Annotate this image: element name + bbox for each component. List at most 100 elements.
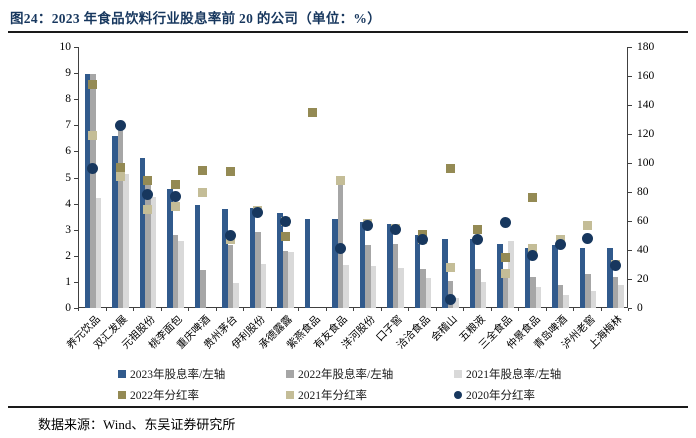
plot-area <box>78 47 628 308</box>
x-axis-tick <box>628 308 629 311</box>
bar-2021年股息率/左轴 <box>233 283 239 308</box>
right-axis-tick <box>628 163 632 164</box>
marker-2022年分红率 <box>280 232 290 242</box>
bar-2021年股息率/左轴 <box>398 267 404 308</box>
left-axis-tick-label: 1 <box>65 275 71 288</box>
left-axis-tick-label: 5 <box>65 171 71 184</box>
marker-2021年分红率 <box>528 244 538 254</box>
bar-2022年股息率/左轴 <box>530 276 536 308</box>
legend-label: 2021年股息率/左轴 <box>466 369 562 381</box>
bar-2022年股息率/左轴 <box>585 274 591 308</box>
x-axis-tick <box>573 308 574 311</box>
bar-2022年股息率/左轴 <box>365 245 371 308</box>
legend-label: 2022年股息率/左轴 <box>298 369 394 381</box>
bar-2021年股息率/左轴 <box>370 266 376 308</box>
bar-2023年股息率/左轴 <box>194 204 200 308</box>
left-axis-tick-label: 7 <box>65 119 71 132</box>
left-axis-tick <box>74 255 78 257</box>
marker-2021年分红率 <box>115 171 125 181</box>
legend-swatch-square <box>286 391 294 399</box>
right-axis-tick <box>628 221 632 222</box>
bar-2021年股息率/左轴 <box>590 291 596 308</box>
bar-2022年股息率/左轴 <box>117 127 123 308</box>
bar-2023年股息率/左轴 <box>524 247 530 308</box>
marker-2020年分红率 <box>279 215 291 227</box>
bar-2022年股息率/左轴 <box>227 245 233 308</box>
right-axis-tick <box>628 250 632 251</box>
marker-2022年分红率 <box>170 180 180 190</box>
marker-2022年分红率 <box>198 165 208 175</box>
left-axis-tick-label: 0 <box>65 302 71 314</box>
marker-2020年分红率 <box>582 232 594 244</box>
x-axis-tick <box>463 308 464 311</box>
bar-2023年股息率/左轴 <box>222 208 228 308</box>
right-axis-tick-label: 140 <box>637 99 655 111</box>
x-axis-tick <box>78 308 79 311</box>
bar-2022年股息率/左轴 <box>557 284 563 308</box>
source-text: 数据来源：Wind、东吴证券研究所 <box>38 417 236 432</box>
bar-2023年股息率/左轴 <box>249 207 255 308</box>
bar-2023年股息率/左轴 <box>112 135 118 308</box>
x-axis-tick <box>188 308 189 311</box>
right-axis-tick-label: 0 <box>637 302 643 314</box>
bar-2021年股息率/左轴 <box>343 264 349 308</box>
left-axis-tick-label: 8 <box>65 93 71 106</box>
legend-item: 2021年股息率/左轴 <box>454 366 596 382</box>
legend-label: 2022年分红率 <box>130 390 199 402</box>
x-axis-tick <box>408 308 409 311</box>
marker-2022年分红率 <box>308 107 318 117</box>
right-axis-tick-label: 60 <box>637 215 649 227</box>
bar-2023年股息率/左轴 <box>387 224 393 308</box>
bar-2023年股息率/左轴 <box>84 74 90 308</box>
legend-item: 2023年股息率/左轴 <box>118 366 286 382</box>
right-axis-tick <box>628 279 632 280</box>
bar-2023年股息率/左轴 <box>304 219 310 308</box>
bar-2021年股息率/左轴 <box>150 197 156 308</box>
marker-2021年分红率 <box>445 262 455 272</box>
marker-2021年分红率 <box>170 202 180 211</box>
left-axis-tick <box>74 229 78 231</box>
right-axis-tick-label: 80 <box>637 186 649 198</box>
x-axis-tick <box>270 308 272 311</box>
bar-2021年股息率/左轴 <box>480 281 486 308</box>
right-axis-tick <box>628 105 632 106</box>
right-axis-tick-label: 160 <box>637 70 655 82</box>
marker-2020年分红率 <box>87 163 99 175</box>
right-axis-tick-label: 20 <box>637 273 649 285</box>
marker-2020年分红率 <box>362 219 374 231</box>
marker-2022年分红率 <box>418 229 428 239</box>
bar-2023年股息率/左轴 <box>607 247 613 308</box>
x-axis-tick <box>298 308 299 311</box>
legend-label: 2021年分红率 <box>298 390 367 402</box>
marker-2021年分红率 <box>88 130 98 140</box>
bar-2021年股息率/左轴 <box>618 284 624 308</box>
left-axis-tick-label: 4 <box>65 197 71 210</box>
bar-2021年股息率/左轴 <box>178 241 184 308</box>
x-axis-tick <box>518 308 519 311</box>
left-axis-tick-label: 3 <box>65 223 71 236</box>
bar-2021年股息率/左轴 <box>508 241 514 308</box>
x-axis-tick <box>545 308 547 311</box>
bar-2023年股息率/左轴 <box>139 157 145 308</box>
x-axis-tick <box>133 308 134 311</box>
bar-2023年股息率/左轴 <box>469 238 475 308</box>
right-axis-tick-label: 120 <box>637 128 655 140</box>
bar-2022年股息率/左轴 <box>172 234 178 308</box>
bar-2023年股息率/左轴 <box>552 245 558 308</box>
left-axis-tick-label: 6 <box>65 145 71 158</box>
bar-2023年股息率/左轴 <box>332 219 338 308</box>
bar-2023年股息率/左轴 <box>414 234 420 308</box>
bar-2023年股息率/左轴 <box>359 221 365 308</box>
legend-item: 2022年股息率/左轴 <box>286 366 454 382</box>
legend-swatch-square <box>118 370 126 378</box>
marker-2020年分红率 <box>114 119 126 131</box>
marker-2020年分红率 <box>499 216 511 228</box>
x-axis-tick <box>380 308 382 311</box>
marker-2020年分红率 <box>224 230 236 241</box>
legend-item: 2022年分红率 <box>118 387 286 403</box>
marker-2021年分红率 <box>198 187 208 197</box>
marker-2021年分红率 <box>335 175 345 185</box>
bar-2022年股息率/左轴 <box>475 268 481 308</box>
x-axis-tick <box>435 308 437 311</box>
